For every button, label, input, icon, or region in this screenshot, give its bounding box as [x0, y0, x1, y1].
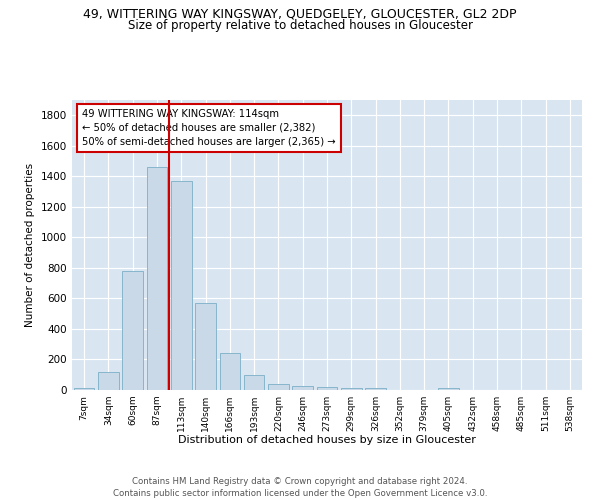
Bar — [146, 167, 167, 390]
Bar — [98, 372, 119, 390]
Text: Size of property relative to detached houses in Gloucester: Size of property relative to detached ho… — [128, 19, 473, 32]
Bar — [365, 388, 386, 390]
Text: 49 WITTERING WAY KINGSWAY: 114sqm
← 50% of detached houses are smaller (2,382)
5: 49 WITTERING WAY KINGSWAY: 114sqm ← 50% … — [82, 108, 336, 146]
Y-axis label: Number of detached properties: Number of detached properties — [25, 163, 35, 327]
Text: 49, WITTERING WAY KINGSWAY, QUEDGELEY, GLOUCESTER, GL2 2DP: 49, WITTERING WAY KINGSWAY, QUEDGELEY, G… — [83, 8, 517, 20]
Bar — [195, 303, 216, 390]
Bar — [438, 388, 459, 390]
Bar — [244, 374, 265, 390]
Bar — [74, 388, 94, 390]
Text: Contains public sector information licensed under the Open Government Licence v3: Contains public sector information licen… — [113, 489, 487, 498]
Bar — [317, 387, 337, 390]
Bar — [122, 271, 143, 390]
Bar — [268, 384, 289, 390]
Text: Contains HM Land Registry data © Crown copyright and database right 2024.: Contains HM Land Registry data © Crown c… — [132, 478, 468, 486]
Bar — [220, 352, 240, 390]
Bar — [341, 388, 362, 390]
Bar — [171, 181, 191, 390]
Text: Distribution of detached houses by size in Gloucester: Distribution of detached houses by size … — [178, 435, 476, 445]
Bar — [292, 386, 313, 390]
